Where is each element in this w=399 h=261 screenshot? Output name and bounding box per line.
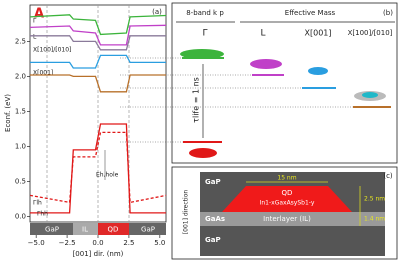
panel-label: (b) <box>383 9 393 17</box>
column: Γ <box>202 29 207 39</box>
wavefunction <box>180 49 224 59</box>
y-tick-label: 1.5 <box>15 107 26 115</box>
region-label: IL <box>82 226 88 234</box>
layer: QD <box>282 189 293 197</box>
dimension-label: 2.5 nm <box>364 196 385 203</box>
panel-label: (c) <box>383 172 393 180</box>
axis-label: [001] direction <box>183 190 190 235</box>
y-tick-label: 0.5 <box>15 177 26 185</box>
region <box>129 223 166 235</box>
wavefunction <box>250 59 282 69</box>
method: 8-band k p <box>186 9 224 17</box>
series-label: Γhh <box>37 211 48 218</box>
region-label: QD <box>108 226 119 234</box>
y-tick-label: 2.5 <box>15 37 26 45</box>
series-label: Γ <box>33 18 37 25</box>
interlayer <box>200 212 385 226</box>
region <box>98 223 129 235</box>
dimension-label: 1.4 nm <box>364 216 385 223</box>
y-tick-label: 2.0 <box>15 72 26 80</box>
layer: GaAs <box>205 215 225 223</box>
x-tick-label: 0.0 <box>92 239 103 247</box>
lifetime: τlife = 1 ns <box>192 77 201 123</box>
composition: In1-xGaxAsySb1-y <box>260 200 315 207</box>
layer: Interlayer (IL) <box>263 215 311 223</box>
series-line <box>30 74 166 93</box>
series-line <box>29 24 167 46</box>
panel-label: (a) <box>152 8 162 16</box>
series-line <box>29 131 167 204</box>
wavefunction <box>362 92 378 98</box>
series-line <box>30 54 166 69</box>
series-label: X[100]/[010] <box>33 47 71 54</box>
column: X[100]/[010] <box>348 29 393 37</box>
quantum-dot <box>222 186 352 212</box>
y-axis-label: Econf. (eV) <box>4 94 12 132</box>
region <box>73 223 98 235</box>
x-tick-label: −2.5 <box>59 239 76 247</box>
dimension-label: 15 nm <box>277 175 296 182</box>
wavefunction <box>189 148 217 158</box>
x-tick-label: 2.5 <box>123 239 134 247</box>
x-tick-label: 5.0 <box>154 239 165 247</box>
interfaces <box>46 5 130 222</box>
level-connectors <box>120 57 353 143</box>
series-label: L <box>33 34 37 41</box>
layer: GaP <box>205 236 221 244</box>
series-label: X[001] <box>33 70 53 77</box>
region-label: GaP <box>141 226 155 234</box>
method: Effective Mass <box>285 9 336 17</box>
y-tick-label: 1.0 <box>15 142 26 150</box>
x-axis-label: [001] dir. (nm) <box>73 250 124 258</box>
panel-box <box>171 2 398 164</box>
layer: GaP <box>205 178 221 186</box>
x-tick-label: −5.0 <box>28 239 45 247</box>
annotation: Eh,hole <box>96 172 119 179</box>
region-label: GaP <box>45 226 59 234</box>
column: L <box>260 29 265 39</box>
series-label: Γlh <box>33 200 42 207</box>
column: X[001] <box>305 29 332 38</box>
region <box>30 223 47 235</box>
panel-tag: A <box>34 7 44 22</box>
series-line <box>30 35 166 51</box>
wavefunction <box>308 67 328 75</box>
series-line <box>29 14 167 36</box>
y-tick-label: 0.0 <box>15 212 26 220</box>
panel-box <box>171 166 398 260</box>
